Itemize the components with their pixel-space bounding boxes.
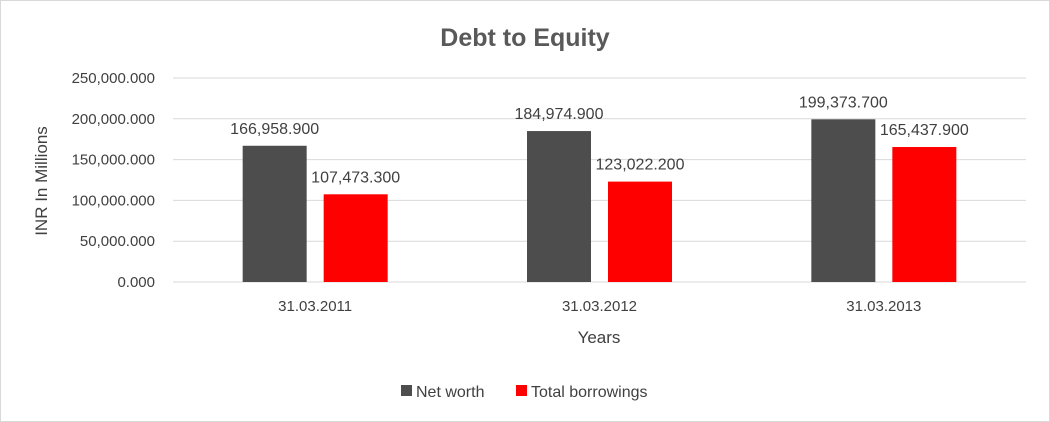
data-label: 199,373.700 [799, 94, 888, 111]
x-tick-label: 31.03.2011 [278, 298, 352, 315]
gridlines [173, 77, 1026, 283]
bars [242, 119, 957, 282]
x-axis-ticks: 31.03.2011 31.03.2012 31.03.2013 [278, 298, 921, 315]
data-labels: 166,958.900 107,473.300 184,974.900 123,022… [230, 94, 969, 186]
y-tick-label: 50,000.000 [80, 233, 155, 250]
y-tick-label: 0.000 [117, 274, 155, 291]
y-tick-label: 250,000.000 [72, 70, 155, 87]
bar-total-borrowings [323, 194, 388, 282]
y-axis-ticks: 0.000 50,000.000 100,000.000 150,000.000 200… [72, 70, 155, 291]
legend: Net worth Total borrowings [401, 384, 648, 401]
y-tick-label: 100,000.000 [72, 192, 155, 209]
legend-swatch [516, 385, 527, 396]
bar-net-worth [811, 119, 876, 282]
bar-total-borrowings [892, 147, 957, 282]
y-axis-title: INR In Millions [32, 126, 51, 236]
legend-entry: Total borrowings [531, 384, 648, 401]
data-label: 166,958.900 [230, 121, 319, 138]
y-tick-label: 150,000.000 [72, 152, 155, 169]
data-label: 184,974.900 [515, 106, 604, 123]
x-tick-label: 31.03.2013 [846, 298, 921, 315]
data-label: 165,437.900 [880, 122, 969, 139]
bar-net-worth [527, 131, 591, 282]
x-tick-label: 31.03.2012 [562, 298, 637, 315]
chart-title: Debt to Equity [440, 24, 610, 52]
data-label: 107,473.300 [311, 169, 400, 186]
legend-entry: Net worth [416, 384, 484, 401]
y-tick-label: 200,000.000 [72, 111, 155, 128]
x-axis-title: Years [578, 328, 621, 347]
legend-swatch [401, 385, 412, 396]
bar-total-borrowings [608, 181, 672, 282]
bar-net-worth [242, 145, 307, 282]
data-label: 123,022.200 [596, 157, 685, 174]
